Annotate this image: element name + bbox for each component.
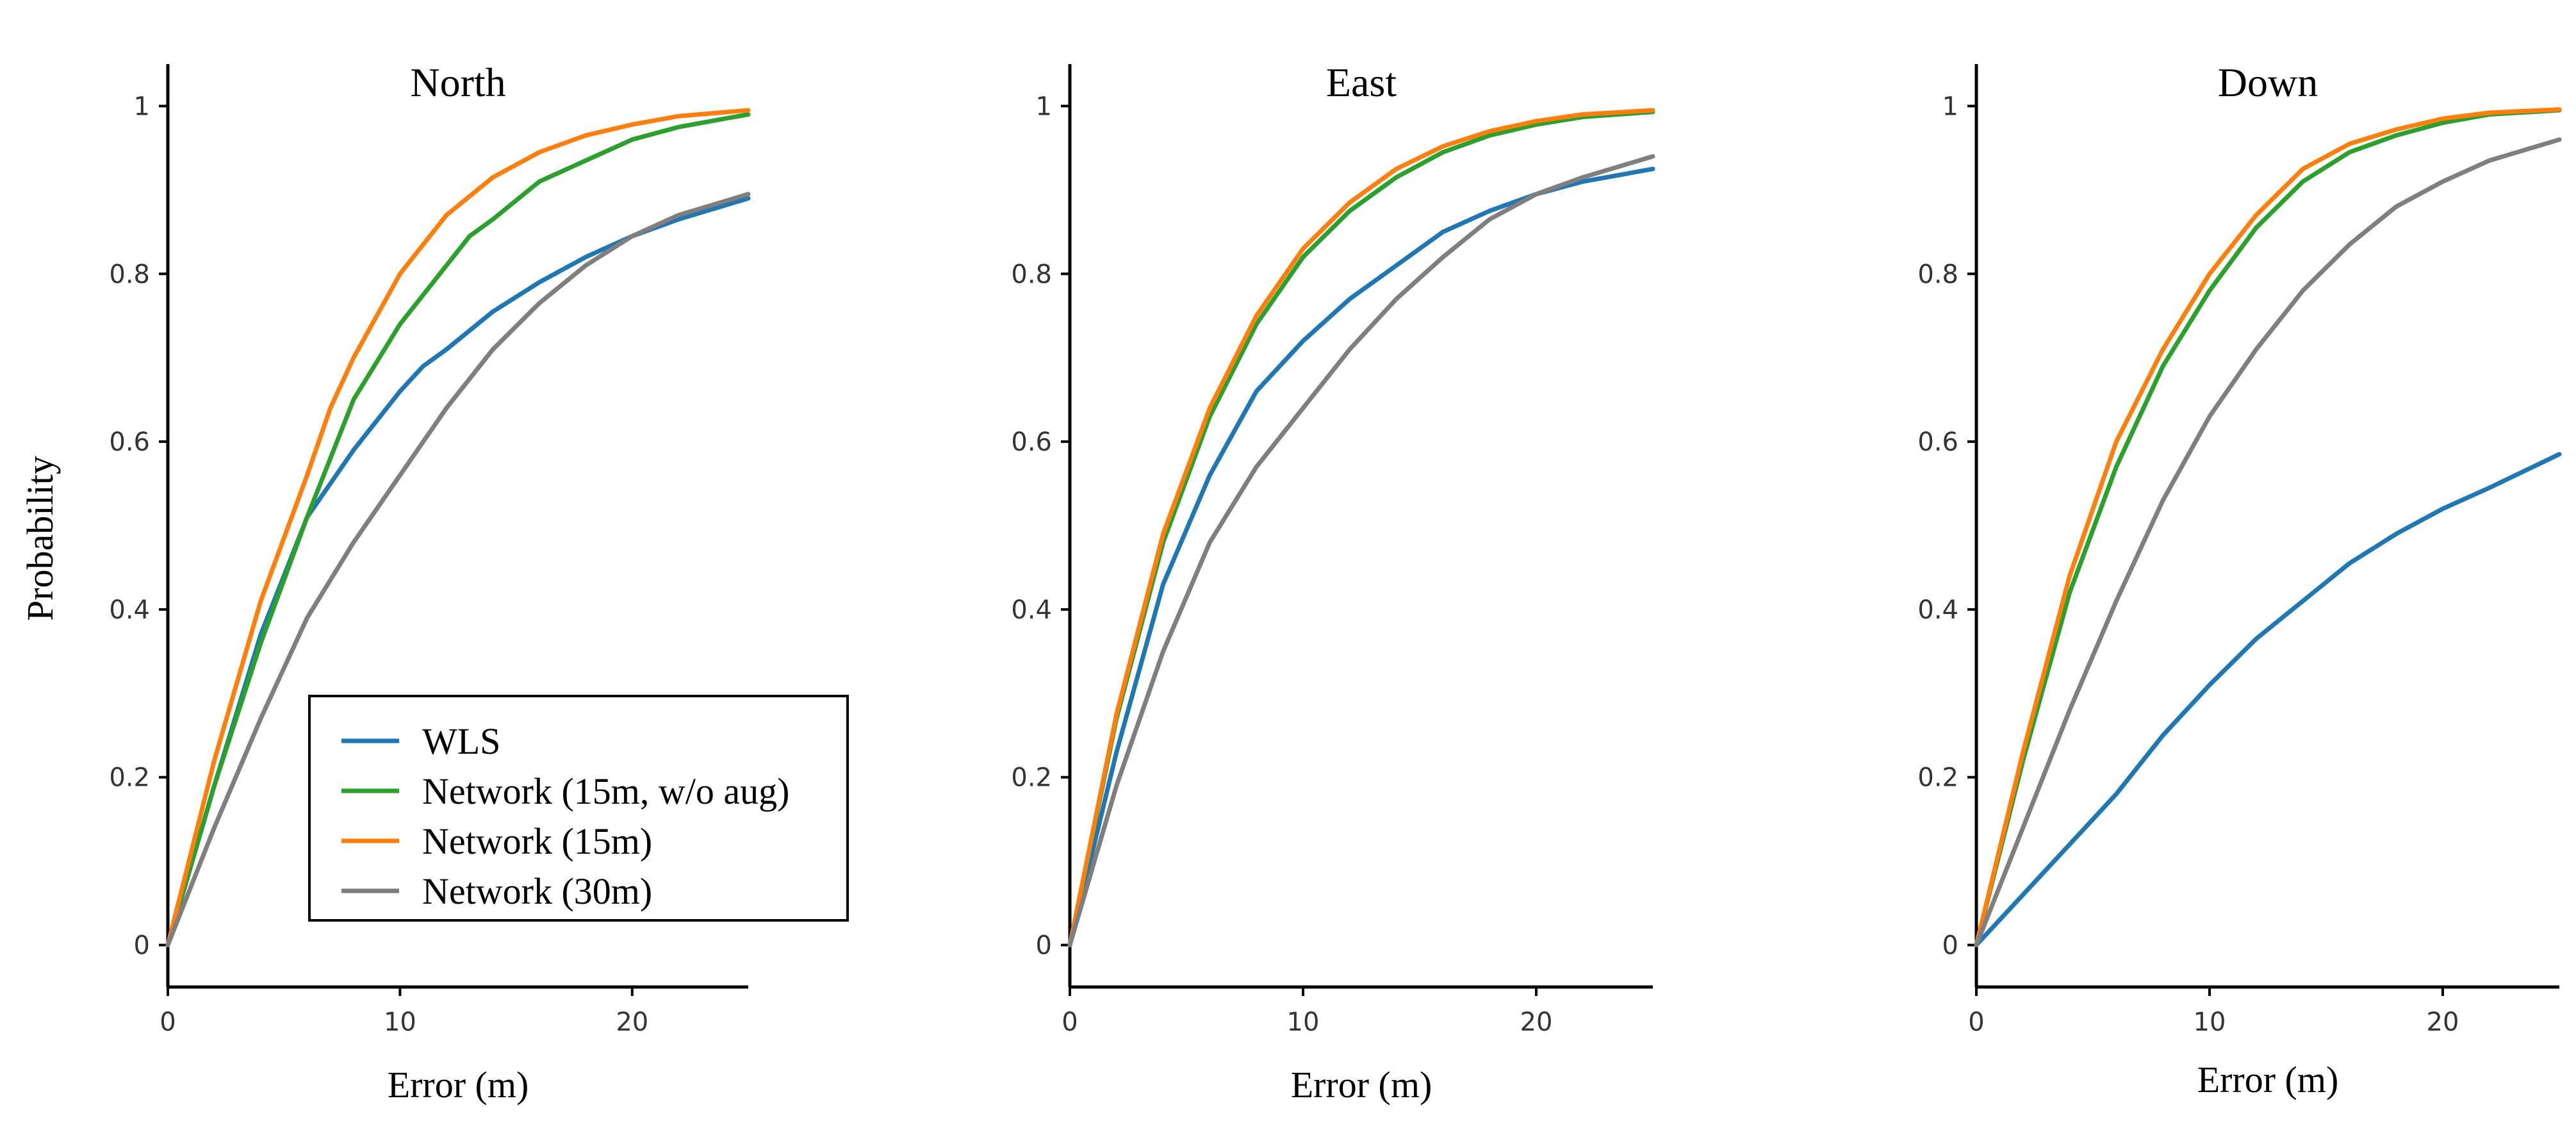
legend-label: Network (15m, w/o aug) (422, 770, 789, 812)
series-line-network-15m (165, 108, 751, 947)
panel-title: Down (2218, 60, 2318, 105)
x-axis-label: Error (m) (1291, 1064, 1432, 1106)
x-tick-label: 20 (1520, 1008, 1553, 1037)
y-axis-label: Probability (19, 456, 61, 621)
series-line-network-15m (1974, 107, 2562, 947)
series-line-network-15m-w-o-aug (1974, 108, 2562, 947)
x-tick-label: 10 (384, 1008, 416, 1037)
y-tick-label: 1 (1942, 92, 1958, 121)
x-tick-label: 20 (2427, 1008, 2459, 1037)
legend-box (308, 695, 849, 922)
y-tick-label: 0.6 (1011, 427, 1052, 457)
series-line-network-15m-w-o-aug (165, 112, 751, 947)
y-tick-label: 1 (1036, 92, 1052, 121)
y-tick-label: 0 (1036, 931, 1052, 961)
legend: WLS Network (15m, w/o aug) Network (15m) Ne… (308, 695, 849, 922)
panel-title: East (1326, 60, 1397, 105)
y-tick-label: 0.2 (109, 763, 150, 793)
y-tick-label: 0.4 (1917, 595, 1958, 625)
x-tick-label: 20 (616, 1008, 648, 1037)
y-tick-label: 0.6 (1917, 427, 1958, 457)
series-line-network-30m (1067, 154, 1655, 947)
panel-title: North (410, 60, 505, 105)
y-tick-label: 0.6 (109, 427, 150, 457)
x-tick-label: 10 (2194, 1008, 2226, 1037)
x-tick-label: 10 (1287, 1008, 1320, 1037)
y-tick-label: 0.2 (1917, 763, 1958, 793)
y-tick-label: 0.8 (1011, 260, 1052, 289)
series-line-network-30m (165, 192, 751, 947)
y-tick-label: 0.8 (1917, 260, 1958, 289)
series-line-wls (1974, 452, 2562, 947)
series-line-network-30m (1974, 137, 2562, 947)
y-tick-label: 0.8 (109, 260, 150, 289)
x-tick-label: 0 (160, 1008, 176, 1037)
legend-label: WLS (422, 720, 500, 762)
series-line-network-15m (1067, 108, 1655, 947)
x-tick-label: 0 (1968, 1008, 1984, 1037)
x-axis-label: Error (m) (2197, 1059, 2339, 1100)
x-tick-label: 0 (1062, 1008, 1078, 1037)
legend-label: Network (15m) (422, 820, 652, 862)
x-axis-label: Error (m) (388, 1064, 529, 1106)
y-tick-label: 1 (134, 92, 150, 121)
y-tick-label: 0.4 (1011, 595, 1052, 625)
legend-label: Network (30m) (422, 870, 652, 912)
y-tick-label: 0 (1942, 931, 1958, 961)
y-tick-label: 0.4 (109, 595, 150, 625)
y-tick-label: 0 (134, 931, 150, 961)
y-tick-label: 0.2 (1011, 763, 1052, 793)
